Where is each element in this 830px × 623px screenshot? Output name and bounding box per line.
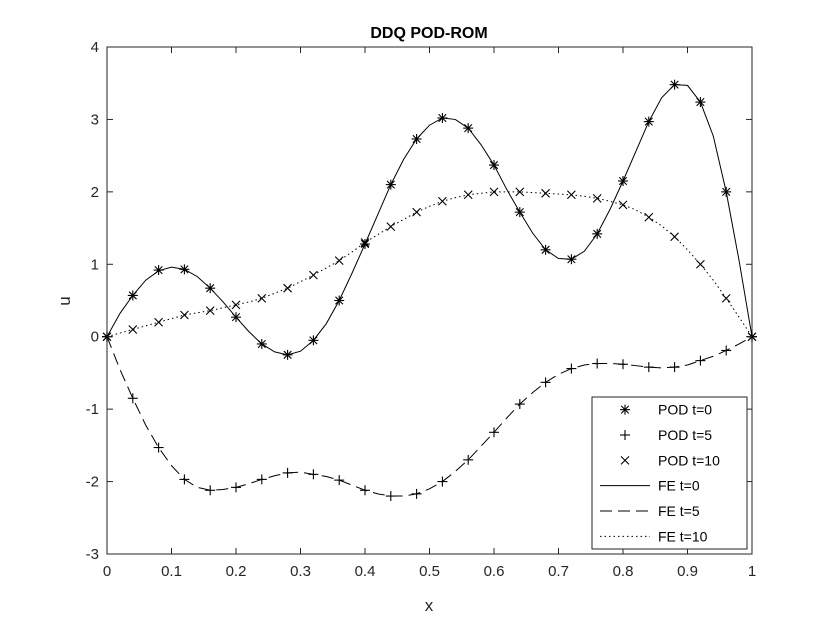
series-fe-t-5 (106, 336, 753, 497)
x-tick-label: 0.1 (161, 563, 182, 580)
data-point-pod-t-10 (334, 256, 344, 266)
x-tick-label: 0.5 (419, 563, 440, 580)
axes-layer: 0 0.1 0.2 0.3 0.4 0.5 0.6 0.7 0.8 0.9 1 -3 -2 -1 0 1 2 3 4 (86, 39, 757, 580)
legend-entry-pod-t-5: POD t=5 (620, 427, 712, 443)
x-tick-label: 0.6 (484, 563, 505, 580)
legend-box (591, 396, 748, 550)
legend-entry-fe-t-0: FE t=0 (600, 478, 700, 494)
data-point-pod-t-10 (489, 187, 499, 197)
x-tick-label: 0.3 (290, 563, 311, 580)
data-point-pod-t-10 (154, 317, 163, 327)
legend-marker-sample (620, 430, 630, 440)
x-tick-label: 0.7 (548, 563, 569, 580)
y-tick-label: -1 (86, 401, 99, 418)
legend-label: FE t=5 (658, 503, 700, 519)
series-fe-t-0 (106, 84, 753, 356)
data-point-pod-t-10 (128, 325, 138, 334)
data-point-pod-t-10 (696, 259, 705, 269)
data-point-pod-t-10 (412, 207, 421, 217)
data-point-pod-t-10 (515, 187, 525, 197)
y-tick-label: 2 (91, 184, 99, 201)
data-point-pod-t-10 (386, 222, 396, 232)
legend: POD t=0 POD t=5 POD t=10 FE t=0 FE t=5 FE t=1… (591, 396, 748, 550)
data-point-pod-t-10 (283, 283, 292, 293)
y-tick-label: 1 (91, 256, 99, 273)
legend-entry-fe-t-5: FE t=5 (600, 503, 700, 519)
y-tick-label: 3 (91, 111, 99, 128)
x-tick-label: 1 (748, 563, 756, 580)
series-line-fe-t-5 (106, 336, 753, 497)
chart-title: DDQ POD-ROM (370, 25, 487, 42)
y-tick-label: -2 (86, 474, 99, 491)
legend-entry-fe-t-10: FE t=10 (600, 528, 708, 544)
x-axis-label: x (425, 596, 434, 615)
legend-label: POD t=10 (658, 452, 720, 468)
legend-entry-pod-t-0: POD t=0 (620, 402, 712, 418)
legend-label: FE t=10 (658, 528, 708, 544)
x-tick-label: 0.2 (226, 563, 247, 580)
legend-marker-sample (620, 455, 630, 465)
data-point-pod-t-5 (463, 454, 474, 465)
data-point-pod-t-5 (127, 393, 138, 404)
legend-label: POD t=0 (658, 402, 712, 418)
legend-label: FE t=0 (658, 478, 700, 494)
y-axis-label: u (55, 296, 74, 305)
legend-entry-pod-t-10: POD t=10 (620, 452, 720, 468)
series-line-fe-t-0 (106, 84, 753, 356)
series-layer (102, 79, 757, 502)
data-point-pod-t-10 (618, 200, 628, 210)
data-point-pod-t-10 (257, 293, 267, 303)
y-tick-label: -3 (86, 546, 99, 563)
data-point-pod-t-10 (180, 310, 189, 320)
series-fe-t-10 (106, 191, 753, 338)
x-tick-label: 0 (103, 563, 111, 580)
data-point-pod-t-10 (205, 306, 215, 316)
data-point-pod-t-10 (592, 193, 602, 203)
series-line-fe-t-10 (106, 191, 753, 338)
x-tick-label: 0.8 (613, 563, 634, 580)
x-tick-label: 0.4 (355, 563, 376, 580)
data-point-pod-t-5 (153, 442, 164, 453)
y-tick-label: 0 (91, 329, 99, 346)
x-tick-label: 0.9 (677, 563, 698, 580)
data-point-pod-t-10 (360, 238, 370, 247)
y-tick-label: 4 (91, 39, 99, 56)
data-point-pod-t-5 (695, 355, 706, 366)
legend-marker-sample (620, 404, 630, 415)
data-point-pod-t-10 (231, 300, 241, 310)
legend-label: POD t=5 (658, 427, 712, 443)
